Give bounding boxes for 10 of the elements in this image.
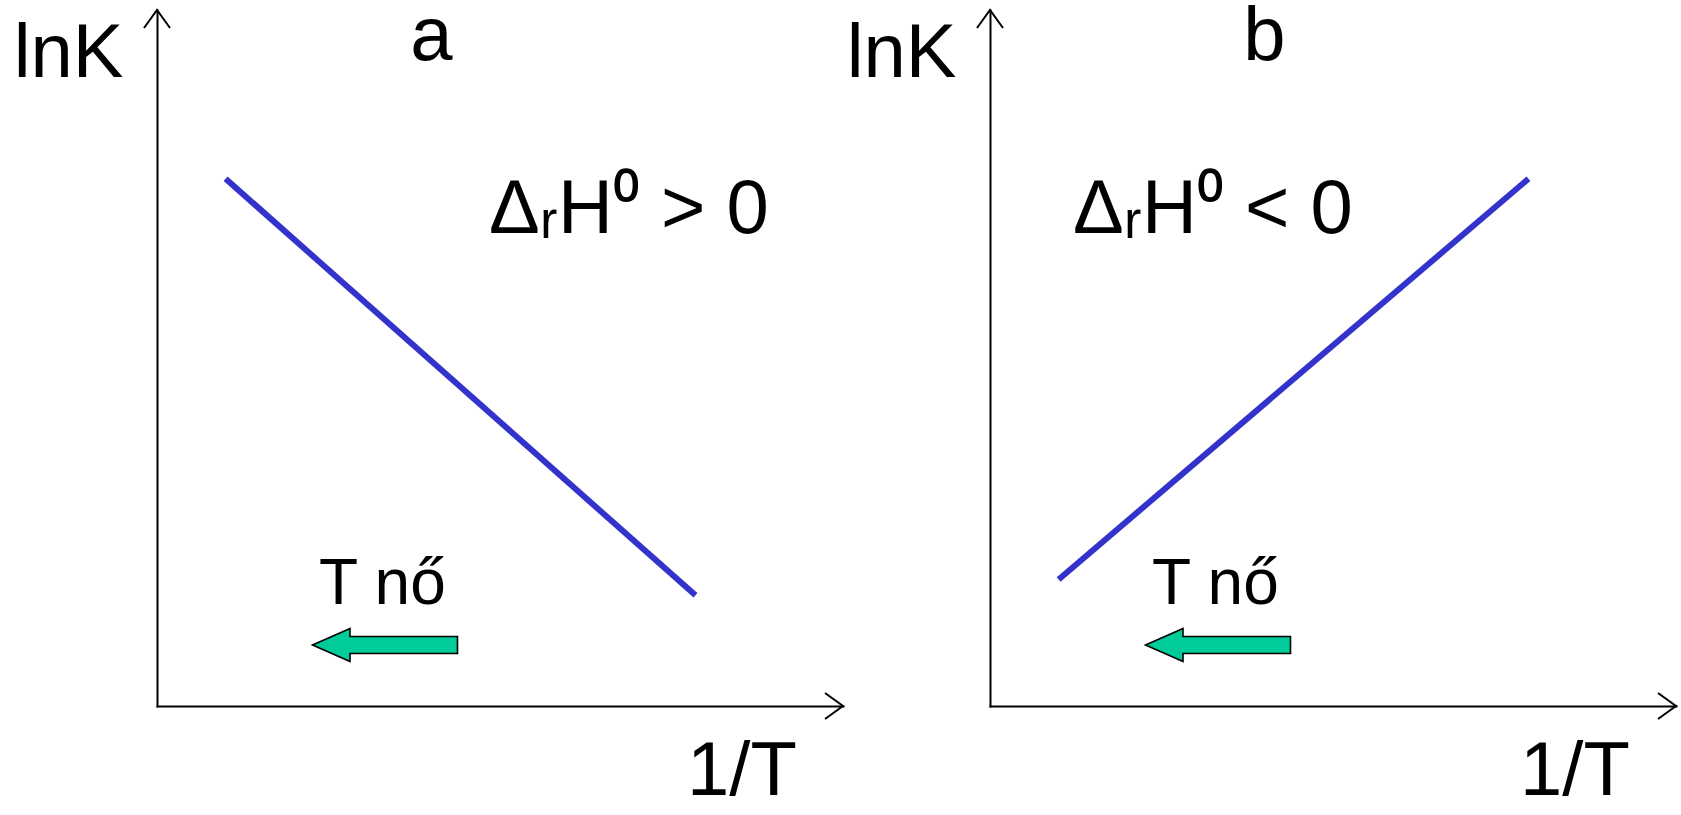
chart-title: a [410,0,454,76]
x-axis-title: 1/T [1520,725,1630,811]
annotation: T nő [318,545,446,618]
chart-title: b [1243,0,1286,76]
annotation: ΔᵣH⁰ > 0 [489,163,769,249]
y-axis-title: lnK [13,7,124,93]
annotation: T nő [1151,545,1279,618]
y-axis-title: lnK [846,7,957,93]
annotation: ΔᵣH⁰ < 0 [1073,163,1353,249]
x-axis-title: 1/T [687,725,797,811]
